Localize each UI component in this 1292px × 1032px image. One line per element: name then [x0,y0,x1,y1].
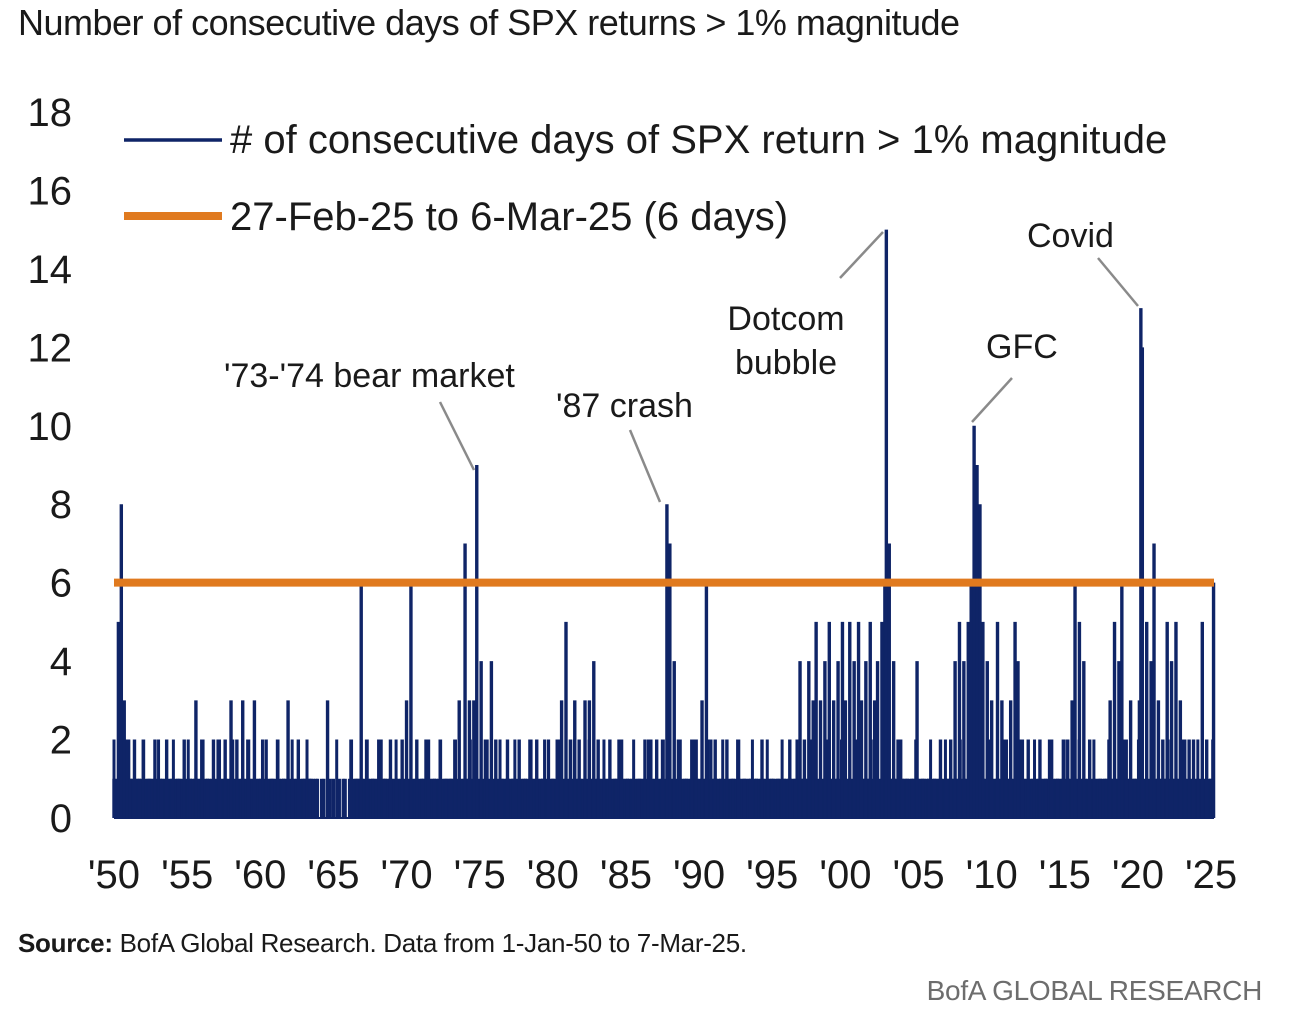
annotation-leader [1097,257,1139,307]
legend-label-series: # of consecutive days of SPX return > 1%… [230,118,1167,162]
source-label: Source: [18,928,113,958]
y-tick-label: 18 [28,91,73,135]
x-tick-label: '70 [380,853,432,897]
x-tick-label: '85 [600,853,652,897]
annotation-label: Covid [1027,217,1114,255]
x-tick-label: '95 [746,853,798,897]
annotation-label: Dotcom [727,300,844,338]
y-tick-label: 6 [50,562,72,606]
x-tick-label: '05 [892,853,944,897]
chart-title: Number of consecutive days of SPX return… [18,2,960,43]
y-tick-label: 8 [50,483,72,527]
y-tick-label: 10 [28,405,73,449]
annotation-leader [438,401,476,471]
x-tick-label: '55 [161,853,213,897]
x-tick-label: '65 [307,853,359,897]
y-tick-label: 0 [50,797,72,841]
y-tick-label: 12 [28,326,73,370]
y-tick-label: 14 [28,248,73,292]
source-text: BofA Global Research. Data from 1-Jan-50… [112,928,747,958]
annotation-label: '73-'74 bear market [224,357,515,395]
annotation-label: GFC [986,328,1058,366]
x-tick-label: '25 [1185,853,1237,897]
x-tick-label: '15 [1039,853,1091,897]
annotation-leader [839,231,884,279]
x-tick-label: '10 [966,853,1018,897]
x-tick-label: '75 [454,853,506,897]
x-tick-label: '80 [527,853,579,897]
source-note: Source: BofA Global Research. Data from … [18,928,747,959]
annotation-label: '87 crash [556,387,693,425]
annotation-leader [628,429,662,503]
x-tick-label: '20 [1112,853,1164,897]
x-tick-label: '60 [234,853,286,897]
legend-label-threshold: 27-Feb-25 to 6-Mar-25 (6 days) [230,195,788,239]
y-tick-label: 16 [28,169,73,213]
annotation-leader [971,377,1013,423]
y-tick-label: 2 [50,719,72,763]
y-tick-label: 4 [50,640,72,684]
x-tick-label: '50 [88,853,140,897]
annotation-label: bubble [735,344,837,382]
brand-mark: BofA GLOBAL RESEARCH [926,975,1263,1006]
x-tick-label: '00 [819,853,871,897]
x-tick-label: '90 [673,853,725,897]
